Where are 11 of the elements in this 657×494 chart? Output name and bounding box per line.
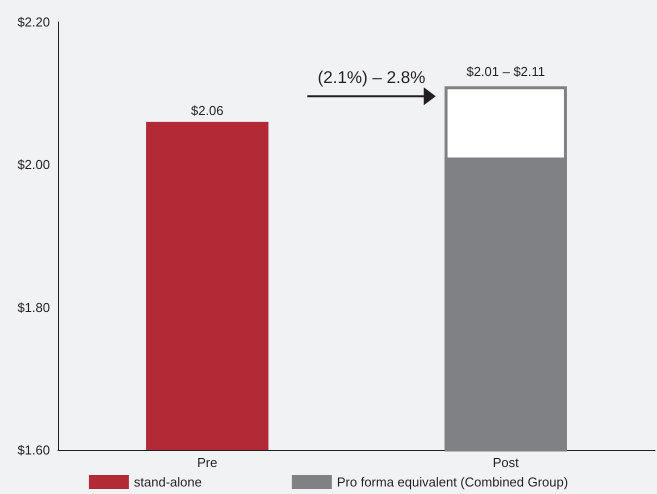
legend-label: Pro forma equivalent (Combined Group) — [336, 474, 568, 490]
y-tick-label: $1.60 — [17, 442, 50, 458]
annotation: (2.1%) – 2.8% — [318, 68, 426, 88]
y-tick-label: $2.20 — [17, 14, 50, 30]
x-tick-label: Post — [492, 455, 520, 470]
annotation: $2.01 – $2.11 — [466, 64, 546, 80]
legend-label: stand-alone — [134, 474, 202, 490]
y-tick-label: $2.00 — [17, 157, 50, 172]
x-tick-label: Pre — [197, 455, 218, 470]
data-label: $2.06 — [190, 102, 224, 118]
y-tick-label: $1.80 — [17, 300, 50, 315]
